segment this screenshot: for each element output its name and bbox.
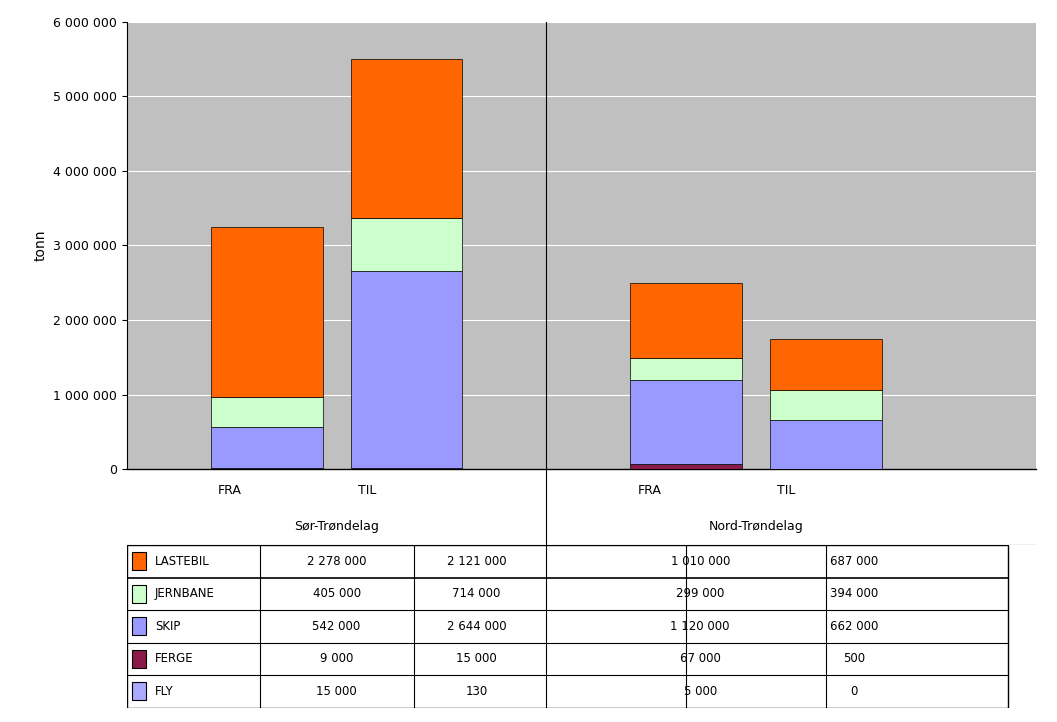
Text: TIL: TIL	[357, 484, 376, 497]
Text: 5 000: 5 000	[684, 684, 717, 698]
Text: 2 278 000: 2 278 000	[307, 554, 367, 568]
Text: 542 000: 542 000	[313, 619, 360, 633]
Bar	[771, 391, 882, 420]
Bar	[210, 468, 322, 469]
Bar	[630, 464, 742, 469]
Bar	[210, 427, 322, 468]
Bar	[351, 217, 463, 271]
Bar	[132, 617, 147, 635]
Text: FERGE: FERGE	[154, 652, 193, 666]
Bar	[630, 283, 742, 358]
Text: Sør-Trøndelag: Sør-Trøndelag	[294, 520, 379, 533]
Text: 0: 0	[851, 684, 857, 698]
Bar	[630, 380, 742, 464]
Text: Nord-Trøndelag: Nord-Trøndelag	[709, 520, 803, 533]
Text: 130: 130	[465, 684, 487, 698]
Bar	[771, 420, 882, 469]
Text: 405 000: 405 000	[313, 587, 360, 601]
Text: 9 000: 9 000	[320, 652, 353, 666]
Text: FLY: FLY	[154, 684, 173, 698]
Bar	[351, 271, 463, 468]
Text: 662 000: 662 000	[830, 619, 878, 633]
Bar	[210, 227, 322, 397]
Bar	[132, 682, 147, 700]
Bar	[132, 650, 147, 668]
Bar	[132, 552, 147, 570]
Text: 1 010 000: 1 010 000	[670, 554, 730, 568]
Y-axis label: tonn: tonn	[34, 230, 48, 261]
Text: SKIP: SKIP	[154, 619, 180, 633]
Bar	[210, 397, 322, 427]
Text: 2 121 000: 2 121 000	[447, 554, 506, 568]
Bar	[351, 468, 463, 469]
Text: FRA: FRA	[218, 484, 242, 497]
Text: TIL: TIL	[777, 484, 796, 497]
Bar	[771, 339, 882, 391]
Text: 2 644 000: 2 644 000	[447, 619, 506, 633]
Text: 394 000: 394 000	[830, 587, 878, 601]
Bar	[351, 59, 463, 217]
Text: JERNBANE: JERNBANE	[154, 587, 215, 601]
Text: 15 000: 15 000	[316, 684, 357, 698]
Text: FRA: FRA	[637, 484, 662, 497]
Bar	[132, 585, 147, 603]
Text: 714 000: 714 000	[452, 587, 501, 601]
Text: 67 000: 67 000	[680, 652, 721, 666]
Text: 687 000: 687 000	[830, 554, 878, 568]
Text: 1 120 000: 1 120 000	[670, 619, 730, 633]
Text: 299 000: 299 000	[676, 587, 724, 601]
Text: 500: 500	[843, 652, 865, 666]
Text: 15 000: 15 000	[456, 652, 497, 666]
Text: LASTEBIL: LASTEBIL	[154, 554, 209, 568]
Bar	[630, 358, 742, 380]
